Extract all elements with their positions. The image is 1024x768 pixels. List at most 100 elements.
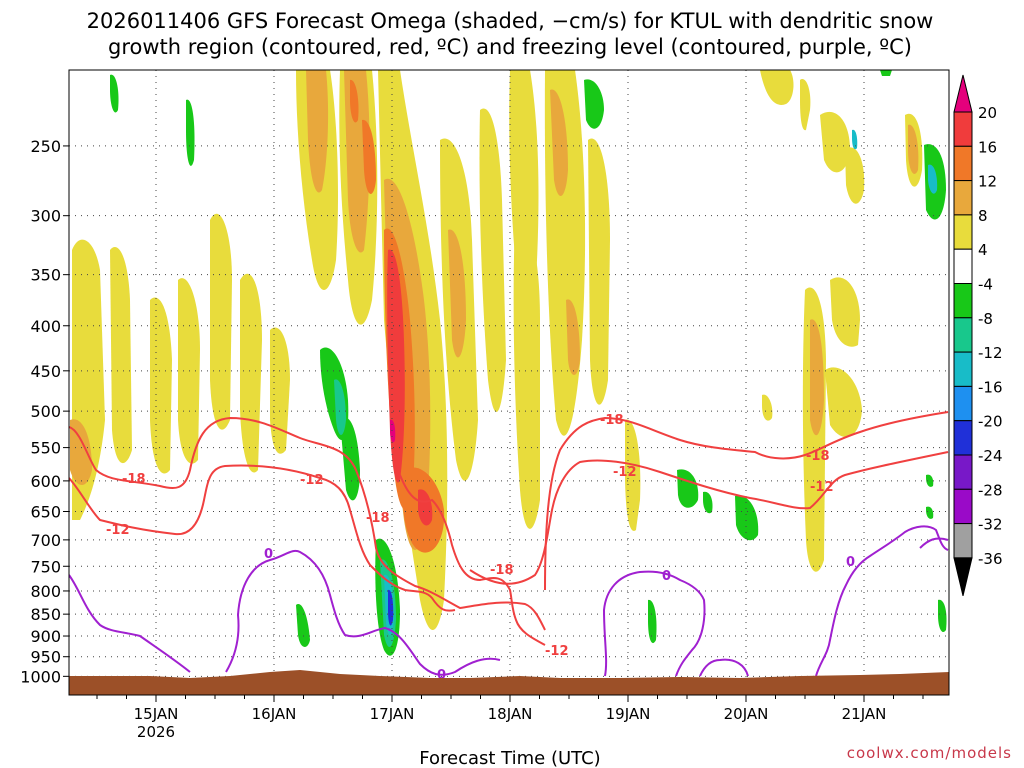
freezing-label-4: 0 xyxy=(846,555,855,570)
y-tick-label: 950 xyxy=(30,648,61,667)
omega-area-yellow-7 xyxy=(270,327,290,454)
y-tick-label: 250 xyxy=(30,137,61,156)
colorbar-label: -20 xyxy=(978,413,1003,431)
colorbar-segment xyxy=(953,214,973,250)
omega-area-teal-3 xyxy=(928,164,938,194)
y-tick-label: 850 xyxy=(30,605,61,624)
omega-area-yellow-21 xyxy=(845,147,865,204)
x-axis-label: Forecast Time (UTC) xyxy=(419,748,600,768)
y-tick-label: 350 xyxy=(30,266,61,285)
omega-area-green-3 xyxy=(584,79,604,129)
grid-lines xyxy=(69,70,949,695)
y-tick-label: 450 xyxy=(30,362,61,381)
omega-shading xyxy=(70,70,947,656)
colorbar-segment xyxy=(953,523,973,559)
omega-area-orange-4 xyxy=(350,79,359,123)
omega-area-yellow-24 xyxy=(825,367,862,437)
dgz-contour-minus18 xyxy=(69,416,546,631)
y-axis: 250 300 350 400 450 500 550 600 650 700 750 800 850 9… xyxy=(20,137,69,686)
x-tick-label: 16JAN xyxy=(252,705,297,723)
dgz-contour-minus12 xyxy=(69,464,456,612)
x-year-label: 2026 xyxy=(137,723,175,741)
omega-area-gold-1 xyxy=(306,70,329,193)
colorbar-segment xyxy=(953,420,973,456)
omega-area-yellow-6 xyxy=(240,273,262,473)
dgz-label-8: -12 xyxy=(613,465,637,480)
x-tick-label: 19JAN xyxy=(606,705,651,723)
omega-area-yellow-14 xyxy=(513,218,540,529)
contour-labels: -18 -12 -12 -18 -18 -12 -18 -12 -18 -12 … xyxy=(106,413,855,683)
terrain-ground xyxy=(69,670,949,695)
x-axis: 15JAN 16JAN 17JAN 18JAN 19JAN 20JAN 21JAN 2026 xyxy=(96,695,924,741)
omega-area-red-2 xyxy=(418,489,433,526)
colorbar-segment xyxy=(953,351,973,387)
contours xyxy=(69,411,949,677)
freezing-label-3: 0 xyxy=(662,569,671,584)
colorbar-label: -8 xyxy=(978,310,993,328)
colorbar-label: 16 xyxy=(978,138,997,156)
dgz-label-1: -18 xyxy=(122,472,146,487)
colorbar-label: -24 xyxy=(978,447,1003,465)
colorbar-label: -36 xyxy=(978,550,1003,568)
colorbar-segment xyxy=(953,317,973,353)
omega-area-yellow-19 xyxy=(800,79,811,131)
colorbar-label: -16 xyxy=(978,378,1003,396)
omega-area-green-16 xyxy=(880,70,892,76)
x-tick-label: 17JAN xyxy=(370,705,415,723)
freezing-label-1: 0 xyxy=(264,547,273,562)
omega-area-yellow-25 xyxy=(762,394,773,421)
freezing-contour-right-3 xyxy=(815,525,949,677)
y-tick-label: 400 xyxy=(30,317,61,336)
chart-title-line1: 2026011406 GFS Forecast Omega (shaded, −… xyxy=(87,9,934,33)
colorbar-label: 20 xyxy=(978,104,997,122)
dgz-label-4: -18 xyxy=(366,511,390,526)
colorbar-label: -28 xyxy=(978,481,1003,499)
dgz-contour-minus12-right xyxy=(469,451,949,585)
freezing-contour-right-1 xyxy=(602,570,706,677)
omega-area-gold-4 xyxy=(448,229,466,358)
dgz-contour-minus12-mid xyxy=(399,474,546,646)
omega-area-gold-5 xyxy=(550,89,568,197)
omega-area-gold-9 xyxy=(566,299,580,375)
omega-area-magenta xyxy=(390,419,396,443)
freezing-label-2: 0 xyxy=(437,668,446,683)
colorbar-segment xyxy=(953,111,973,147)
dgz-contour-minus18-right xyxy=(544,411,949,591)
freezing-contour-right-4 xyxy=(919,537,949,549)
colorbar-label: -4 xyxy=(978,276,993,294)
omega-area-gold-2 xyxy=(344,70,370,253)
colorbar-top-arrow xyxy=(953,74,973,113)
colorbar: 20 16 12 8 4 -4 -8 -12 -16 -20 -24 -28 -32 -36 xyxy=(953,74,1003,597)
x-tick-label: 20JAN xyxy=(724,705,769,723)
colorbar-segment xyxy=(953,283,973,319)
colorbar-segment xyxy=(953,180,973,216)
x-tick-label: 18JAN xyxy=(488,705,533,723)
y-tick-label: 800 xyxy=(30,582,61,601)
colorbar-label: -12 xyxy=(978,344,1003,362)
omega-area-gold-8 xyxy=(908,124,919,174)
omega-area-yellow-18 xyxy=(760,70,794,105)
omega-area-green-6 xyxy=(296,604,310,647)
colorbar-label: 8 xyxy=(978,207,988,225)
omega-area-green-9 xyxy=(703,491,713,514)
omega-area-green-10 xyxy=(735,495,759,541)
dgz-label-5: -18 xyxy=(490,563,514,578)
colorbar-label: 12 xyxy=(978,173,997,191)
omega-area-yellow-20 xyxy=(820,111,850,173)
y-tick-label: 750 xyxy=(30,557,61,576)
omega-area-yellow-17 xyxy=(625,419,641,531)
chart-title-line2: growth region (contoured, red, ºC) and f… xyxy=(108,35,912,59)
freezing-contour-right-2 xyxy=(699,658,749,677)
omega-area-yellow-5 xyxy=(210,213,232,430)
freezing-contour-mid xyxy=(225,550,501,676)
y-tick-label: 650 xyxy=(30,503,61,522)
credit-text: coolwx.com/models xyxy=(847,744,1012,762)
dgz-label-7: -18 xyxy=(600,413,624,428)
colorbar-segment xyxy=(953,248,973,284)
omega-area-yellow-3 xyxy=(150,297,172,474)
x-tick-label: 15JAN xyxy=(134,705,179,723)
y-tick-label: 500 xyxy=(30,402,61,421)
omega-area-gold-7 xyxy=(810,319,824,436)
colorbar-segment xyxy=(953,454,973,490)
